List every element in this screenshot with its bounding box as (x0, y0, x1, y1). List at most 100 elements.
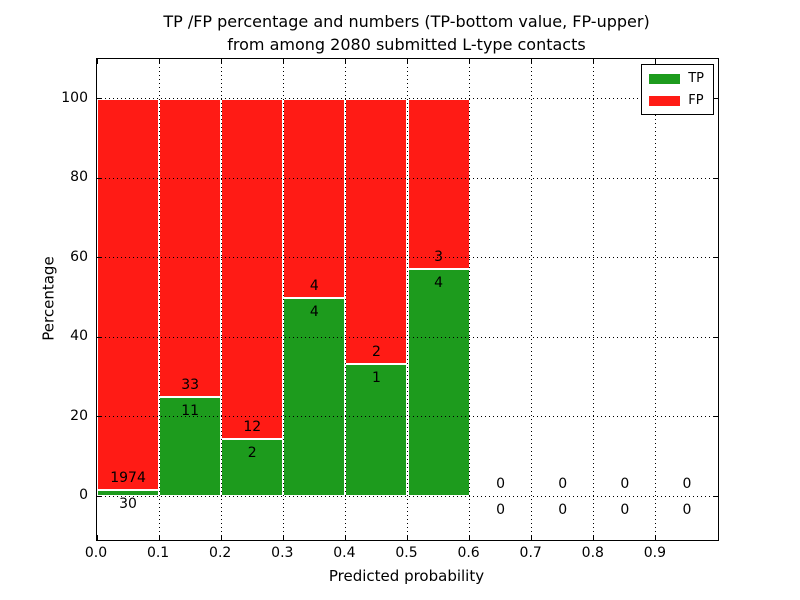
x-tick-mark (593, 535, 595, 540)
fp-count-label: 0 (558, 476, 568, 493)
y-tick-mark (97, 336, 102, 338)
fp-count-label: 0 (496, 476, 506, 493)
fp-count-label: 2 (371, 343, 381, 360)
bar-fp-segment (283, 98, 346, 298)
tp-count-label: 0 (496, 502, 506, 519)
x-tick-mark (344, 535, 346, 540)
x-tick-mark (282, 535, 284, 540)
y-tick-mark-right (713, 177, 718, 179)
y-tick-label: 60 (70, 248, 88, 265)
x-axis-label: Predicted probability (328, 567, 485, 585)
x-tick-mark-top (655, 59, 657, 64)
grid-line-vertical (469, 59, 471, 540)
x-tick-label: 0.6 (457, 545, 480, 561)
grid-line-horizontal (97, 177, 718, 179)
y-tick-label: 80 (70, 169, 88, 186)
grid-line-vertical (531, 59, 533, 540)
x-tick-label: 0.3 (271, 545, 294, 561)
fp-count-label: 12 (243, 419, 262, 436)
y-tick-mark-right (713, 495, 718, 497)
tp-count-label: 30 (119, 496, 137, 513)
x-tick-mark-top (531, 59, 533, 64)
bar-tp-segment (283, 297, 346, 497)
chart-title: TP /FP percentage and numbers (TP-bottom… (96, 10, 717, 56)
legend-label-fp: FP (688, 93, 704, 108)
fp-count-label: 4 (309, 277, 319, 294)
grid-line-vertical (220, 59, 222, 540)
legend: TP FP (641, 64, 714, 115)
x-tick-mark-top (96, 59, 98, 64)
bar-tp-segment (97, 490, 160, 497)
bar-fp-segment (221, 98, 284, 440)
x-tick-label: 0.5 (395, 545, 418, 561)
x-tick-label: 0.2 (209, 545, 232, 561)
tp-count-label: 2 (247, 445, 257, 462)
x-tick-mark (655, 535, 657, 540)
grid-line-horizontal (97, 495, 718, 497)
y-tick-mark (97, 98, 102, 100)
fp-count-label: 3 (434, 249, 443, 266)
x-tick-mark-top (220, 59, 222, 64)
y-tick-label: 20 (70, 407, 88, 424)
bar-fp-segment (345, 98, 408, 364)
bar-tp-segment (159, 396, 222, 497)
x-tick-label: 0.9 (643, 545, 667, 561)
grid-line-horizontal (97, 416, 718, 418)
tp-count-label: 1 (371, 369, 381, 386)
legend-item-tp: TP (649, 72, 704, 85)
bar-fp-segment (407, 98, 470, 270)
x-tick-mark (407, 535, 408, 540)
x-tick-mark (469, 535, 471, 540)
grid-line-horizontal (97, 336, 718, 338)
x-tick-label: 0.8 (581, 545, 604, 561)
bar-tp-segment (345, 363, 408, 497)
legend-swatch-fp (649, 95, 681, 106)
x-tick-label: 0.0 (84, 545, 108, 561)
grid-line-vertical (593, 59, 595, 540)
grid-line-vertical (158, 59, 160, 540)
y-tick-mark-right (713, 257, 718, 259)
x-tick-label: 0.7 (519, 545, 542, 561)
y-tick-mark-right (713, 336, 718, 338)
y-tick-mark (97, 177, 102, 179)
y-tick-mark (97, 416, 102, 418)
x-tick-label: 0.1 (146, 545, 170, 561)
x-tick-mark (531, 535, 533, 540)
y-tick-mark (97, 257, 102, 259)
fp-count-label: 0 (620, 476, 630, 493)
y-tick-label: 100 (61, 89, 88, 106)
fp-count-label: 0 (682, 476, 692, 493)
fp-count-label: 33 (181, 376, 200, 393)
chart-title-line1: TP /FP percentage and numbers (TP-bottom… (163, 12, 650, 31)
plot-area: TP FP 1974 30 33 11 12 2 4 4 2 1 3 4 0 0 0 0 0 0 0 0 (96, 58, 719, 541)
grid-line-vertical (655, 59, 657, 540)
x-tick-mark (220, 535, 222, 540)
bar-tp-segment (221, 439, 284, 497)
x-tick-mark (96, 535, 98, 540)
tp-count-label: 0 (558, 502, 568, 519)
grid-line-vertical (344, 59, 346, 540)
tp-count-label: 0 (682, 502, 692, 519)
x-tick-mark-top (344, 59, 346, 64)
x-tick-mark-top (282, 59, 284, 64)
y-tick-label: 0 (79, 487, 88, 504)
x-tick-mark-top (593, 59, 595, 64)
legend-item-fp: FP (649, 94, 704, 107)
y-tick-label: 40 (70, 328, 88, 345)
bar-tp-segment (407, 269, 470, 497)
x-tick-mark (158, 535, 160, 540)
grid-line-vertical (282, 59, 284, 540)
x-tick-label: 0.4 (333, 545, 356, 561)
grid-line-horizontal (97, 257, 718, 259)
grid-line-horizontal (97, 98, 718, 100)
legend-label-tp: TP (688, 71, 704, 86)
y-tick-mark (97, 495, 102, 497)
bar-fp-segment (97, 98, 160, 491)
legend-swatch-tp (649, 73, 681, 84)
x-tick-mark-top (158, 59, 160, 64)
tp-count-label: 4 (309, 303, 319, 320)
bar-fp-segment (159, 98, 222, 397)
grid-line-vertical (407, 59, 408, 540)
fp-count-label: 1974 (110, 470, 146, 487)
